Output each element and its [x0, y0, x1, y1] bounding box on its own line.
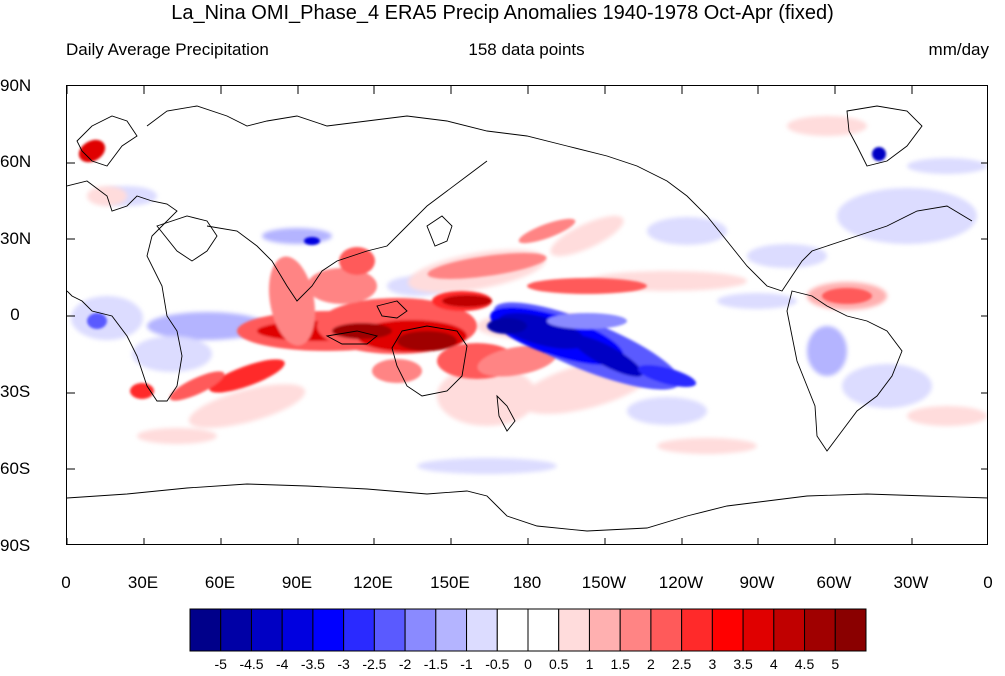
colorbar-tick-label: -3.5 — [300, 656, 325, 672]
colorbar-tick-label: -2 — [398, 656, 412, 672]
colorbar-box — [773, 608, 806, 652]
colorbar-box — [588, 608, 621, 652]
colorbar-tick-label: 0 — [524, 656, 532, 672]
colorbar-tick-label: -1 — [460, 656, 473, 672]
colorbar-box — [558, 608, 590, 652]
colorbar-tick-label: -3 — [337, 656, 350, 672]
colorbar-box — [281, 608, 314, 652]
lon-label-30e: 30E — [127, 573, 159, 592]
colorbar-tick-label: -2.5 — [362, 656, 387, 672]
colorbar-tick-label: -0.5 — [485, 656, 510, 672]
map-title: La_Nina OMI_Phase_4 ERA5 Precip Anomalie… — [171, 2, 834, 24]
lon-label-60e: 60E — [204, 573, 236, 592]
colorbar-tick-label: 1.5 — [610, 656, 630, 672]
colorbar-tick-label: 0.5 — [548, 656, 569, 672]
colorbar-tick-label: 3 — [708, 656, 717, 672]
colorbar-box — [435, 608, 468, 652]
colorbar-tick-label: 1 — [585, 656, 594, 672]
coastlines — [67, 105, 987, 532]
colorbar-box — [220, 608, 252, 652]
colorbar-box — [189, 608, 222, 652]
strong-negative-anomalies — [87, 147, 886, 390]
lon-label-90w: 90W — [739, 573, 775, 592]
precip-anomaly-map — [66, 85, 988, 545]
colorbar-tick-label: -5 — [214, 656, 227, 672]
colorbar-tick-label: -1.5 — [423, 656, 448, 672]
colorbar-box — [527, 608, 560, 652]
data-count-label: 158 data points — [468, 40, 585, 59]
lon-label-0: 0 — [61, 573, 71, 592]
lon-label-120e: 120E — [353, 573, 393, 592]
units-label: mm/day — [928, 40, 989, 59]
colorbar — [189, 608, 867, 652]
colorbar-box — [312, 608, 345, 652]
lat-label-60n: 60N — [0, 152, 32, 171]
lat-label-90s: 90S — [0, 536, 31, 555]
variable-label: Daily Average Precipitation — [66, 40, 269, 59]
lat-label-30s: 30S — [0, 382, 31, 401]
colorbar-box — [496, 608, 529, 652]
lat-label-60s: 60S — [0, 459, 31, 478]
colorbar-box — [650, 608, 683, 652]
lon-label-150e: 150E — [430, 573, 470, 592]
colorbar-tick-label: 3.5 — [733, 656, 753, 672]
lon-label-30w: 30W — [893, 573, 929, 592]
colorbar-box — [742, 608, 775, 652]
colorbar-box — [834, 608, 867, 652]
colorbar-box — [373, 608, 406, 652]
colorbar-box — [711, 608, 744, 652]
lat-label-30n: 30N — [0, 229, 32, 248]
lon-label-0-east-edge: 0 — [983, 573, 993, 592]
lon-label-60w: 60W — [816, 573, 852, 592]
colorbar-box — [466, 608, 498, 652]
colorbar-tick-label: 5 — [831, 656, 840, 672]
colorbar-box — [250, 608, 283, 652]
colorbar-box — [619, 608, 652, 652]
map-canvas — [67, 86, 987, 544]
colorbar-tick-label: 4.5 — [794, 656, 815, 672]
colorbar-box — [343, 608, 375, 652]
colorbar-tick-label: 2 — [646, 656, 655, 672]
colorbar-box — [681, 608, 713, 652]
colorbar-tick-label: -4.5 — [239, 656, 264, 672]
colorbar-box — [404, 608, 437, 652]
lon-label-120w: 120W — [658, 573, 704, 592]
lat-label-equator: 0 — [10, 305, 20, 324]
lat-label-90n: 90N — [0, 76, 32, 95]
lon-label-90e: 90E — [281, 573, 313, 592]
lon-label-150w: 150W — [581, 573, 627, 592]
lon-label-180: 180 — [512, 573, 542, 592]
strong-positive-anomalies — [78, 139, 872, 401]
colorbar-tick-label: 4 — [769, 656, 778, 672]
colorbar-tick-label: -4 — [275, 656, 289, 672]
frame-ticks — [67, 86, 987, 544]
colorbar-tick-label: 2.5 — [671, 656, 692, 672]
colorbar-box — [804, 608, 836, 652]
